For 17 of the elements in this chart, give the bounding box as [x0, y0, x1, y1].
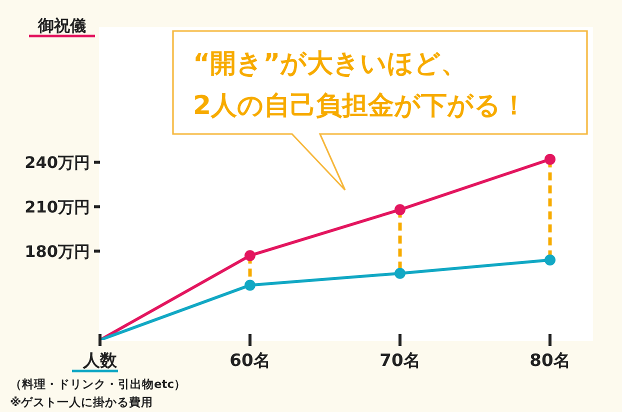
y-tick-label: 210万円 [24, 197, 90, 216]
point [244, 280, 256, 291]
y-tick-label: 180万円 [24, 242, 90, 261]
point [544, 254, 556, 266]
x-axis-title: 人数 [82, 351, 118, 371]
y-tick-label: 240万円 [24, 152, 90, 172]
text: ※ゲスト一人に掛かる費用 [10, 395, 154, 409]
x-tick-label: 70名 [380, 351, 420, 371]
x-tick-label: 60名 [230, 351, 270, 371]
point [544, 154, 556, 165]
annotation: “開き”が大きいほど、 2人の自己負担金が下がる！ [193, 49, 528, 121]
y-axis-title: 御祝儀 [37, 16, 86, 35]
x-tick-label: 80名 [530, 351, 570, 371]
point [394, 268, 406, 279]
point [394, 204, 406, 216]
point [244, 250, 256, 262]
text: （料理・ドリンク・引出物etc） [10, 377, 186, 391]
